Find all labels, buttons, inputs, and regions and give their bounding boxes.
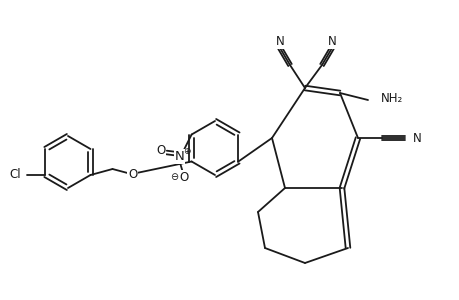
Text: N: N [275,35,284,48]
Text: NH₂: NH₂ [380,92,403,104]
Text: O: O [179,171,188,184]
Text: O: O [128,169,137,182]
Text: N: N [327,35,336,48]
Text: N: N [412,131,421,145]
Text: ⊖: ⊖ [170,172,178,182]
Text: Cl: Cl [10,169,22,182]
Text: N: N [174,150,184,163]
Text: O: O [156,144,165,157]
Text: ⊕: ⊕ [183,147,190,156]
